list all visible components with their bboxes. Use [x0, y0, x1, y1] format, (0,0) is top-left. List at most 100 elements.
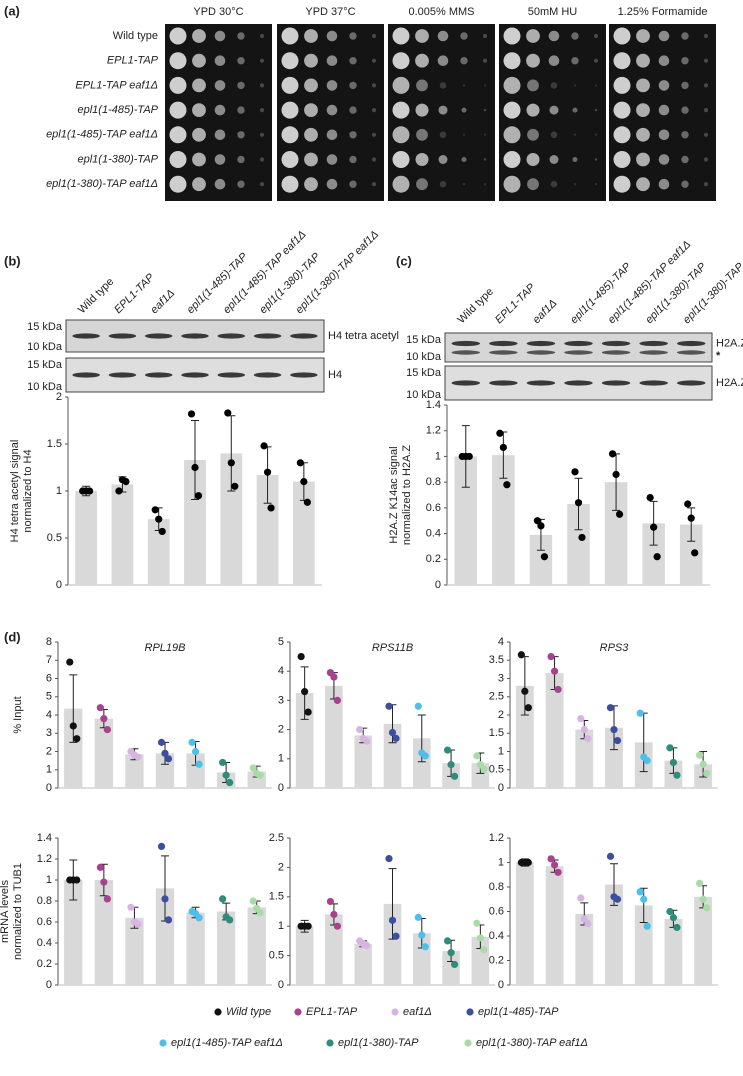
colony-spot — [326, 154, 338, 165]
colony-spot — [392, 27, 410, 45]
colony-spot — [548, 55, 560, 66]
y-tick-label: 0 — [498, 979, 504, 991]
blot-band — [601, 340, 631, 347]
colony-spot — [439, 131, 447, 139]
colony-spot — [326, 104, 338, 116]
replicate-point — [580, 726, 588, 734]
condition-label: YPD 30°C — [193, 6, 243, 18]
colony-spot — [593, 33, 599, 39]
replicate-point — [537, 522, 545, 530]
colony-spot — [483, 84, 487, 87]
y-tick-label: 0 — [46, 782, 52, 794]
bar — [155, 888, 175, 985]
y-tick-label: 1 — [278, 753, 284, 765]
panel-label: (a) — [4, 3, 20, 18]
colony-spot — [281, 52, 299, 70]
y-tick-label: 1 — [46, 764, 52, 776]
colony-spot — [349, 106, 357, 114]
error-bar — [69, 674, 78, 743]
colony-spot — [371, 108, 377, 113]
colony-spot — [462, 133, 466, 136]
replicate-point — [224, 409, 232, 417]
colony-spot — [326, 129, 338, 141]
replicate-point — [606, 704, 615, 712]
chart-title: RPS11B — [372, 642, 413, 654]
colony-spot — [483, 158, 487, 161]
colony-spot — [573, 84, 577, 87]
colony-spot — [658, 178, 670, 190]
blot-band — [526, 350, 556, 355]
replicate-point — [222, 771, 230, 779]
bar — [545, 673, 564, 788]
replicate-point — [301, 688, 309, 696]
colony-spot — [214, 55, 226, 66]
y-axis-label: H4 tetra acetyl signal — [9, 440, 21, 543]
colony-spot — [503, 76, 521, 94]
replicate-point — [227, 459, 235, 467]
replicate-point — [669, 758, 678, 767]
colony-spot — [681, 155, 689, 164]
colony-spot — [594, 108, 598, 112]
replicate-point — [540, 553, 549, 561]
replicate-point — [100, 715, 108, 723]
blot-target-label: H4 tetra acetyl — [328, 330, 399, 342]
replicate-point — [296, 459, 304, 467]
replicate-point — [703, 904, 711, 912]
colony-spot — [526, 53, 540, 68]
y-axis-label: mRNA levels — [0, 880, 11, 943]
colony-spot — [392, 175, 410, 193]
replicate-point — [524, 858, 532, 867]
colony-spot — [259, 108, 265, 113]
legend-marker — [294, 1008, 302, 1016]
replicate-point — [191, 463, 199, 472]
colony-spot — [281, 27, 299, 45]
marker-label: 10 kDa — [406, 389, 442, 401]
colony-spot — [593, 58, 599, 63]
bar — [295, 693, 314, 788]
colony-spot — [636, 78, 650, 93]
blot-band — [72, 372, 100, 378]
colony-spot — [259, 182, 265, 187]
y-tick-label: 0 — [498, 782, 504, 794]
colony-spot — [549, 105, 559, 115]
y-tick-label: 0.6 — [426, 502, 441, 514]
colony-spot — [503, 27, 521, 45]
replicate-point — [96, 863, 104, 872]
colony-spot — [462, 84, 466, 87]
replicate-point — [521, 687, 529, 695]
replicate-point — [164, 916, 173, 924]
replicate-point — [385, 854, 393, 863]
colony-spot — [416, 128, 428, 141]
y-axis-label: H2A.Z K14ac signal — [388, 446, 400, 543]
colony-spot — [594, 133, 598, 136]
replicate-point — [687, 514, 695, 522]
replicate-point — [161, 749, 169, 757]
colony-spot — [549, 155, 559, 164]
replicate-point — [304, 922, 312, 930]
legend-marker — [466, 1008, 474, 1016]
y-tick-label: 0.2 — [489, 954, 504, 966]
y-tick-label: 0.8 — [426, 476, 441, 488]
colony-spot — [613, 126, 631, 144]
colony-spot — [214, 129, 226, 141]
replicate-point — [219, 758, 227, 767]
colony-spot — [461, 157, 467, 162]
replicate-point — [256, 771, 264, 779]
blot-band — [489, 340, 518, 347]
y-tick-label: 0.5 — [47, 532, 62, 544]
replicate-point — [157, 842, 166, 851]
strain-label: epl1(1-380)-TAP eaf1Δ — [46, 178, 158, 190]
replicate-point — [480, 946, 488, 954]
colony-spot — [482, 58, 488, 63]
colony-spot — [461, 107, 467, 113]
replicate-point — [330, 673, 338, 681]
replicate-point — [547, 855, 555, 863]
replicate-point — [363, 737, 371, 745]
y-tick-label: 5 — [46, 691, 52, 703]
bar — [125, 917, 144, 985]
colony-spot — [259, 33, 265, 39]
replicate-point — [103, 895, 111, 903]
blot-band — [526, 380, 556, 386]
blot-band — [489, 380, 518, 386]
marker-label: 15 kDa — [27, 321, 63, 333]
